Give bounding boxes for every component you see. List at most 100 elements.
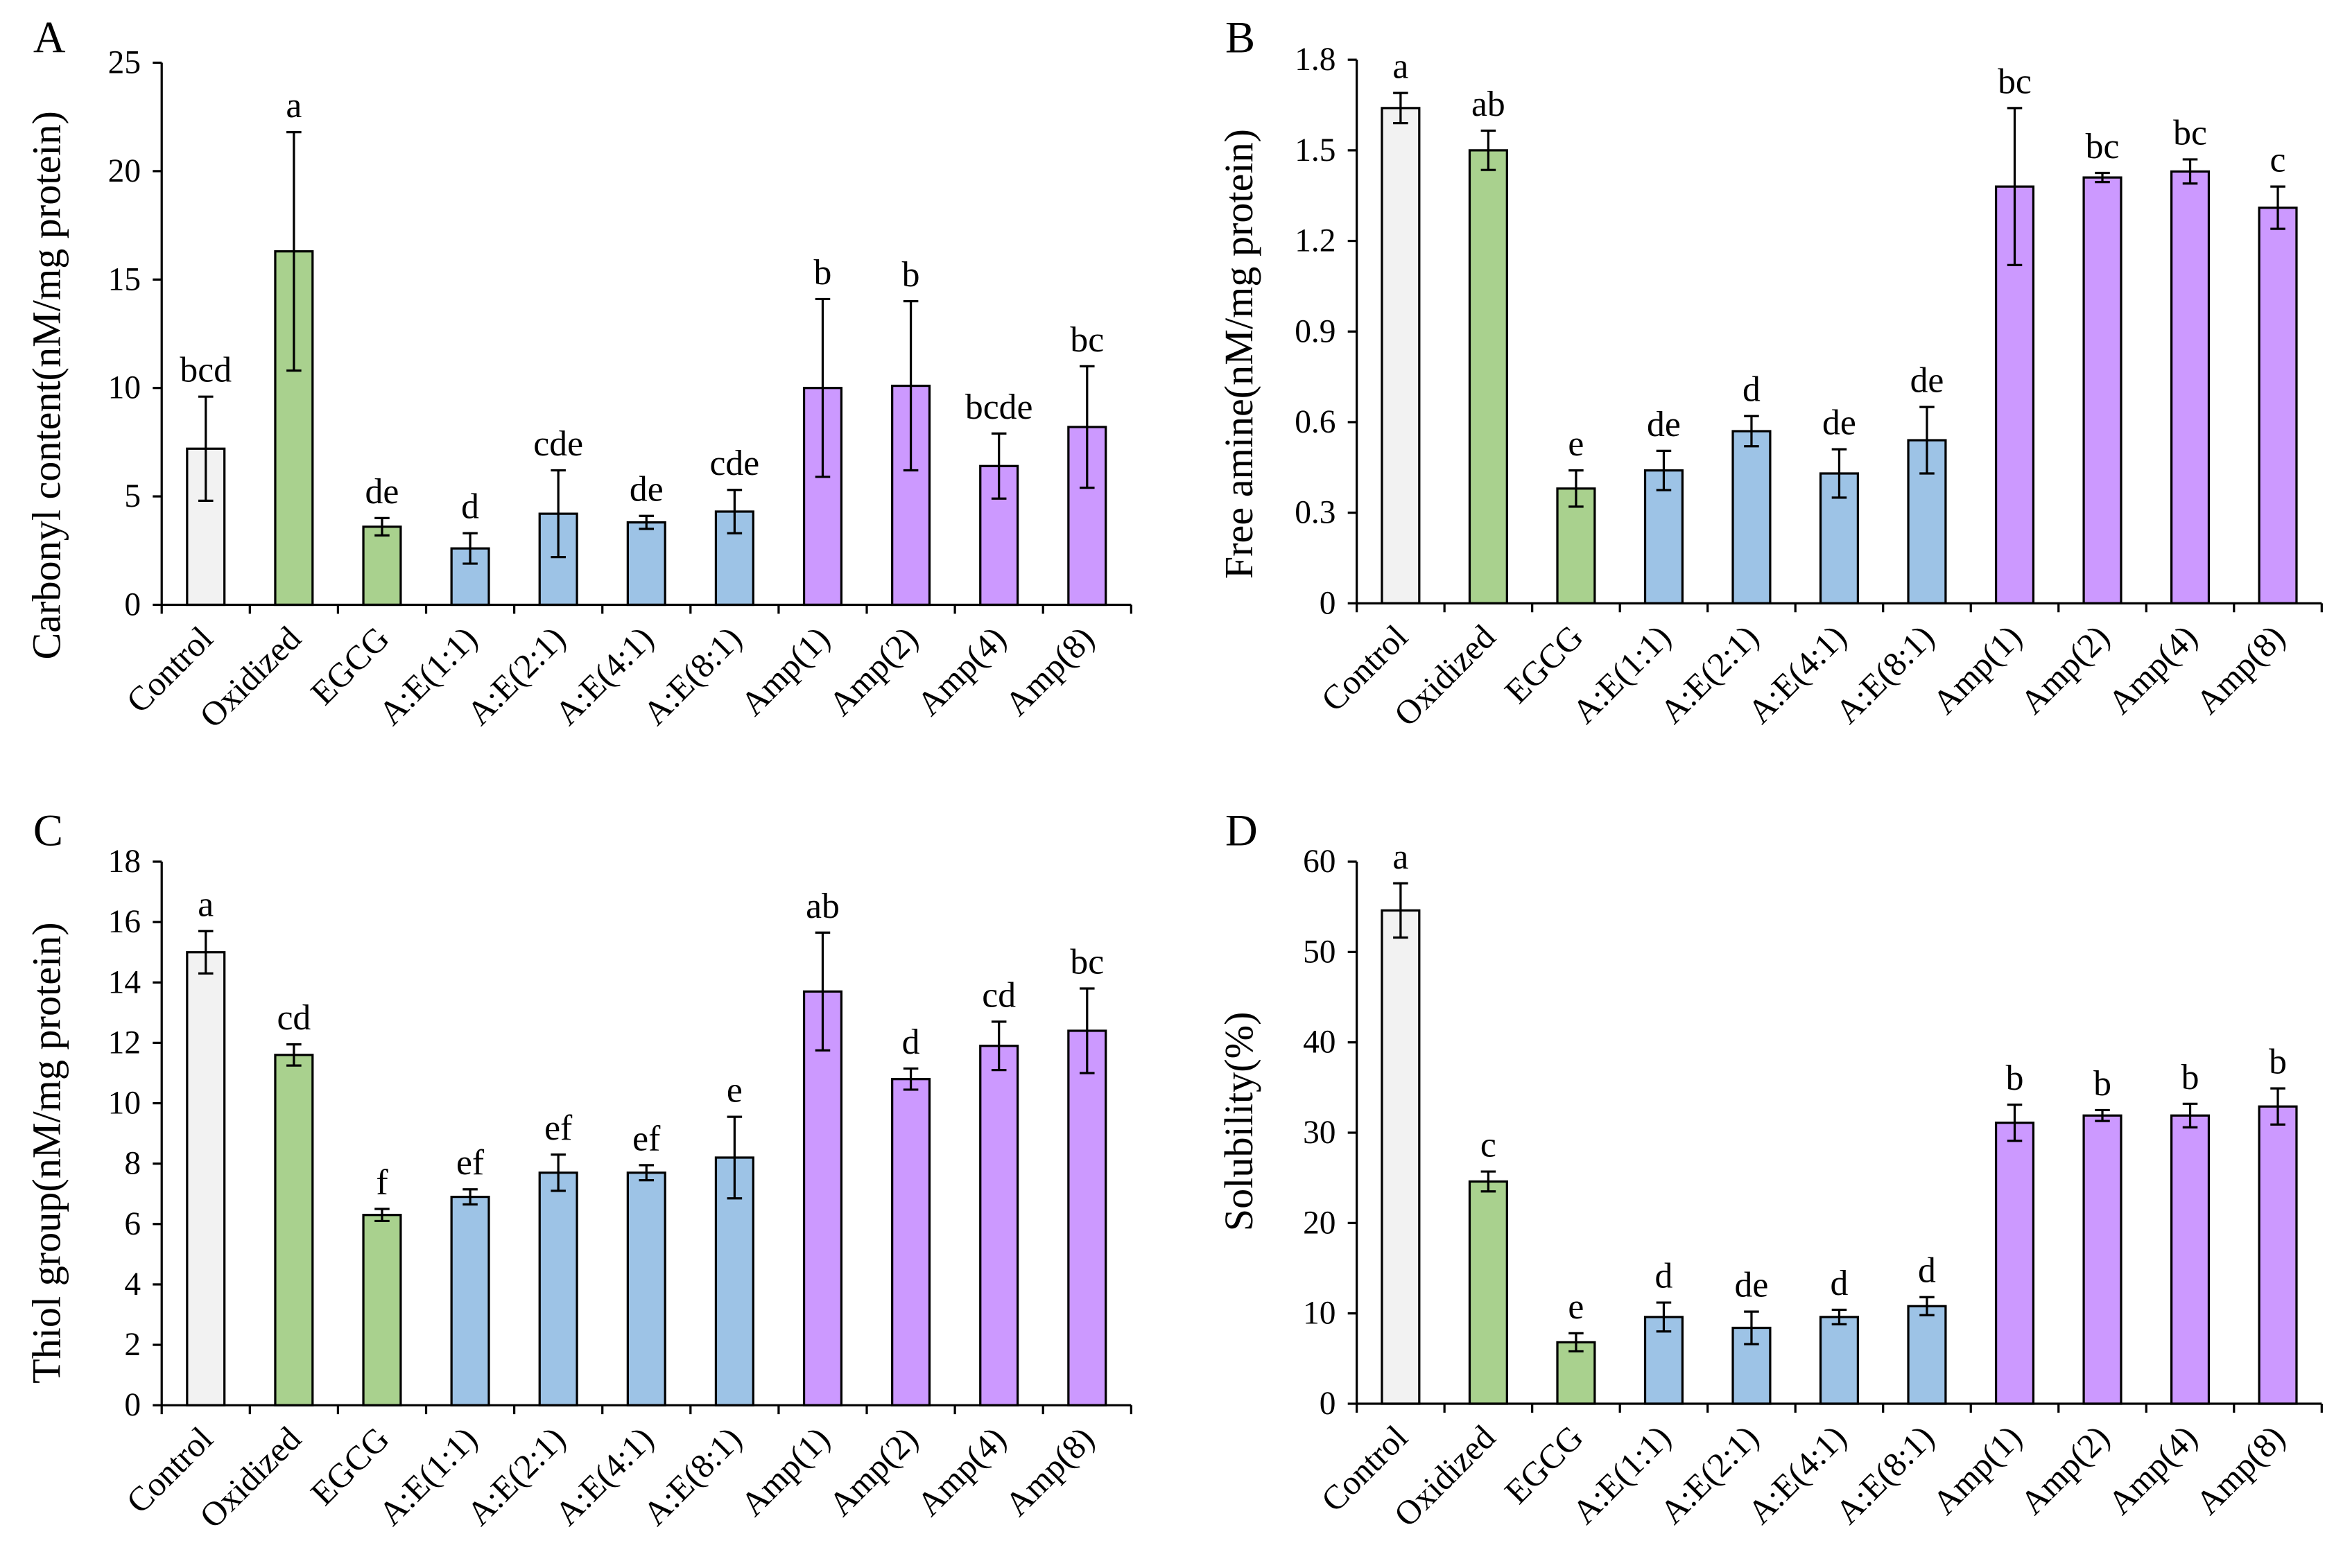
significance-letter: b — [902, 255, 920, 295]
x-tick-label: A:E(2:1) — [459, 619, 572, 732]
y-tick-label: 0 — [124, 1387, 141, 1423]
y-tick-label: 60 — [1303, 844, 1335, 880]
y-tick-label: 40 — [1303, 1025, 1335, 1061]
error-bar — [903, 1067, 919, 1091]
x-tick-label: A:E(1:1) — [371, 1420, 484, 1533]
y-tick-label: 0 — [1320, 1386, 1336, 1422]
significance-letter: d — [1655, 1257, 1673, 1296]
x-tick-label: Amp(4) — [910, 1420, 1014, 1524]
significance-letter: de — [1647, 405, 1681, 444]
error-bar — [1831, 448, 1847, 499]
bar-amp-2 — [891, 1078, 931, 1406]
y-tick-label: 50 — [1303, 934, 1335, 970]
significance-letter: b — [2006, 1059, 2024, 1098]
x-tick-label: A:E(4:1) — [548, 1420, 661, 1533]
significance-letter: a — [1392, 47, 1408, 87]
bar-a-e-8-1 — [1907, 1305, 1947, 1405]
x-tick-label: Amp(1) — [733, 1420, 837, 1524]
x-tick-label: Amp(2) — [821, 619, 925, 723]
error-bar — [286, 130, 302, 372]
significance-letter: bc — [2086, 127, 2120, 166]
error-bar — [1568, 469, 1584, 508]
error-bar — [286, 1043, 302, 1067]
x-tick-label: A:E(2:1) — [1652, 618, 1765, 731]
y-tick-label: 10 — [108, 1086, 141, 1122]
error-bar — [2095, 1108, 2110, 1122]
x-tick-label: Amp(2) — [2013, 1418, 2117, 1522]
x-tick-label: Amp(8) — [998, 619, 1102, 723]
y-tick-label: 20 — [1303, 1205, 1335, 1241]
y-tick-label: 0 — [124, 586, 141, 622]
error-bar — [374, 1208, 390, 1223]
error-bar — [1656, 1301, 1672, 1333]
x-tick-label: A:E(4:1) — [1740, 1418, 1853, 1531]
bar-amp-4 — [979, 1045, 1019, 1406]
error-bar — [462, 532, 478, 565]
bar-a-e-2-1 — [1731, 430, 1772, 604]
error-bar — [815, 297, 831, 478]
bar-a-e-4-1 — [626, 1171, 666, 1406]
y-tick-label: 2 — [124, 1327, 141, 1363]
error-bar — [2182, 1102, 2198, 1129]
y-tick-label: 12 — [108, 1025, 141, 1061]
significance-letter: bc — [1070, 942, 1104, 982]
x-tick-label: Amp(1) — [1925, 1418, 2029, 1522]
x-tick-label: Amp(8) — [2188, 618, 2292, 722]
bar-amp-1 — [802, 990, 843, 1406]
significance-letter: b — [2093, 1064, 2111, 1104]
significance-letter: ef — [632, 1119, 661, 1158]
error-bar — [1831, 1308, 1847, 1325]
y-tick-label: 1.2 — [1295, 223, 1335, 259]
error-bar — [551, 469, 566, 559]
error-bar — [462, 1188, 478, 1206]
bar-oxidized — [1468, 149, 1508, 604]
bar-a-e-2-1 — [538, 1171, 578, 1406]
error-bar — [2007, 1104, 2023, 1142]
significance-letter: bc — [1070, 320, 1104, 360]
x-tick-label: A:E(4:1) — [548, 619, 661, 732]
panel-label: B — [1225, 12, 1255, 62]
x-tick-label: Amp(4) — [2100, 618, 2204, 722]
error-bar — [639, 514, 655, 530]
x-tick-label: A:E(1:1) — [1565, 618, 1678, 731]
error-bar — [1568, 1332, 1584, 1353]
significance-letter: f — [376, 1162, 388, 1202]
y-tick-label: 4 — [124, 1266, 141, 1303]
error-bar — [2182, 158, 2198, 185]
bar-a-e-1-1 — [450, 1195, 490, 1406]
x-tick-label: Amp(4) — [910, 619, 1014, 723]
significance-letter: ab — [806, 887, 840, 926]
error-bar — [2270, 185, 2285, 230]
bar-amp-4 — [2170, 1114, 2211, 1405]
y-tick-label: 10 — [1303, 1296, 1335, 1332]
error-bar — [1656, 449, 1672, 491]
significance-letter: a — [1392, 837, 1408, 877]
panel-label: C — [33, 805, 63, 855]
x-tick-label: A:E(2:1) — [459, 1420, 572, 1533]
significance-letter: de — [365, 472, 399, 512]
significance-letter: a — [198, 885, 214, 925]
x-tick-label: Amp(2) — [2013, 618, 2117, 722]
x-tick-label: A:E(8:1) — [636, 619, 749, 732]
y-tick-label: 18 — [108, 844, 141, 880]
x-tick-label: Amp(8) — [998, 1420, 1102, 1524]
y-tick-label: 1.5 — [1295, 132, 1335, 168]
bar-control — [186, 951, 226, 1406]
error-bar — [727, 489, 743, 534]
x-tick-label: A:E(2:1) — [1652, 1418, 1765, 1531]
y-tick-label: 0 — [1320, 585, 1336, 621]
y-tick-label: 8 — [124, 1146, 141, 1182]
error-bar — [1919, 406, 1935, 475]
significance-letter: e — [727, 1071, 743, 1110]
error-bar — [1080, 987, 1095, 1074]
significance-letter: de — [630, 470, 664, 509]
error-bar — [1480, 129, 1496, 171]
error-bar — [815, 931, 831, 1052]
significance-letter: cd — [982, 975, 1016, 1015]
panel-d: DSolubility(%)aControlcOxidizedeEGCGdA:E… — [1216, 805, 2323, 1534]
significance-letter: bcd — [180, 351, 232, 390]
error-bar — [639, 1164, 655, 1182]
bar-oxidized — [1468, 1180, 1508, 1405]
